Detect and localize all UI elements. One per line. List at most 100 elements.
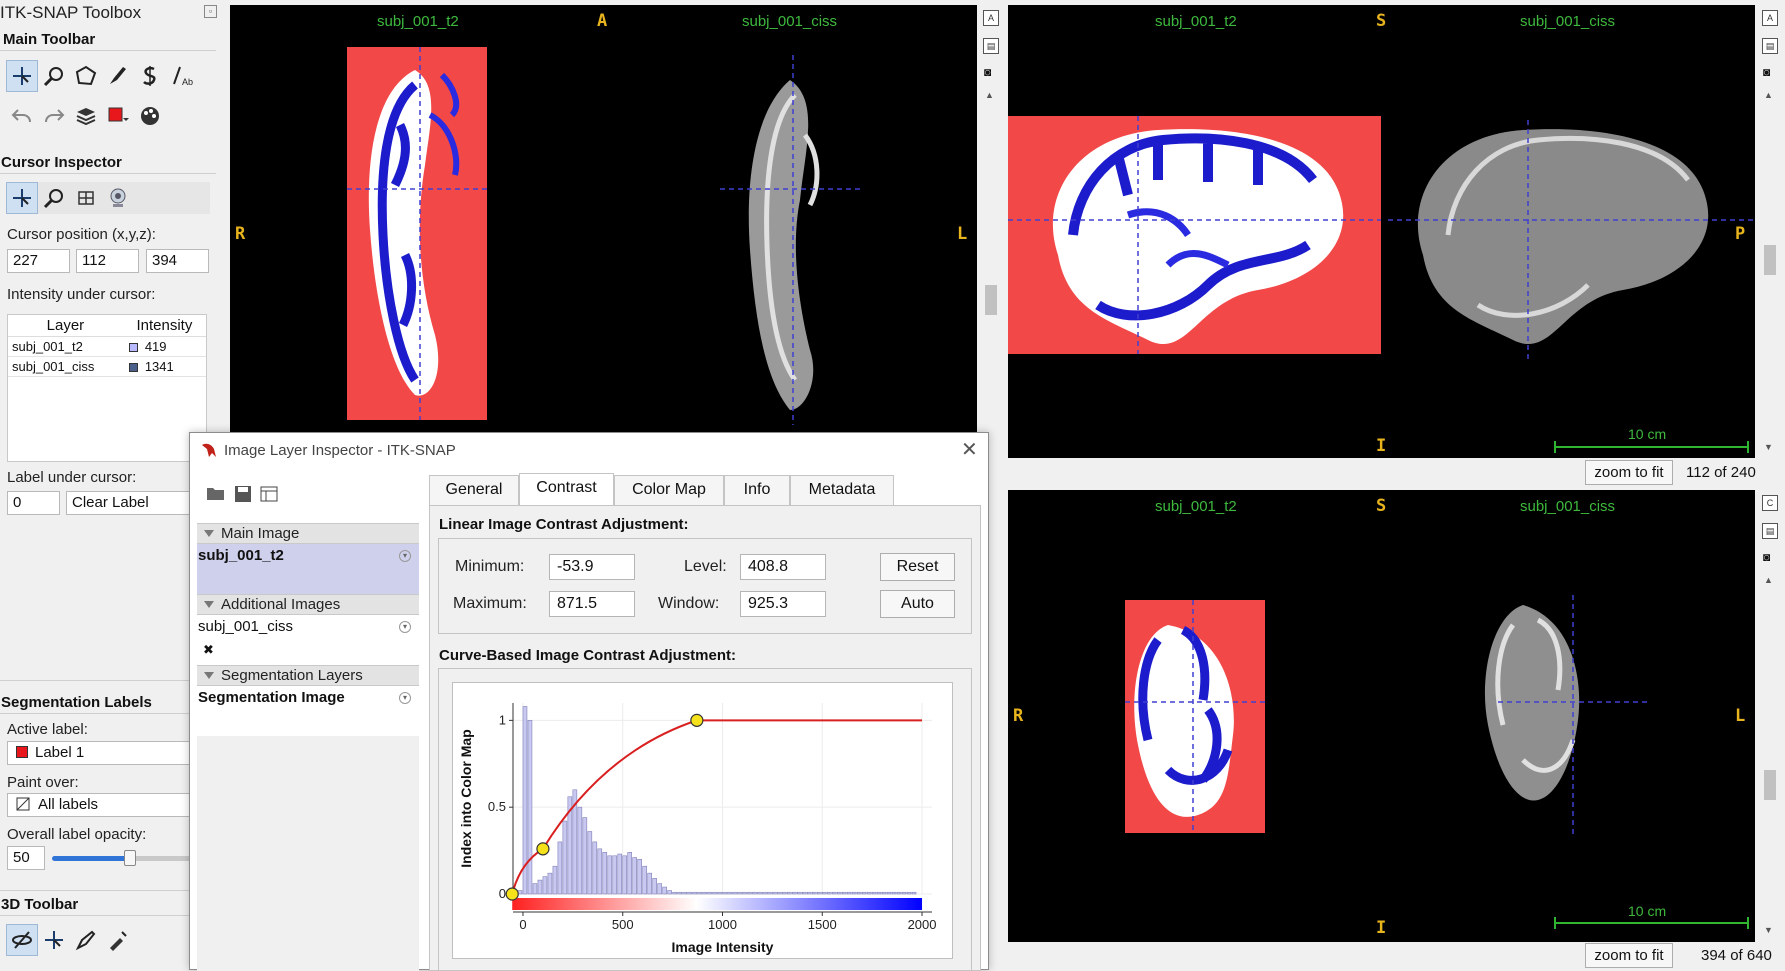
- contrast-curve-chart[interactable]: 0 500 1000 1500 2000 0 0.5 1 Image Intensity Inde…: [452, 682, 953, 959]
- annotation-icon[interactable]: Ab: [166, 60, 198, 92]
- additional-image-item[interactable]: subj_001_ciss ▾ ✖: [197, 615, 419, 665]
- axial-scroll-thumb[interactable]: [985, 285, 997, 315]
- layer-menu-icon[interactable]: ▾: [399, 621, 411, 633]
- layout-table-icon[interactable]: [260, 485, 278, 507]
- table-header: Layer Intensity: [8, 315, 206, 337]
- camera-icon[interactable]: ◙: [1763, 550, 1771, 564]
- grid-icon[interactable]: [70, 182, 102, 214]
- x-tick-label: 1500: [808, 917, 837, 932]
- label-id-field[interactable]: 0: [7, 491, 60, 515]
- cursor-x-field[interactable]: 227: [7, 249, 70, 273]
- tab-contrast[interactable]: Contrast: [519, 473, 614, 505]
- level-label: Level:: [684, 558, 727, 575]
- coronal-sidebar: C ▤ ◙ ▲ ▼: [1755, 490, 1785, 942]
- tab-color-map[interactable]: Color Map: [614, 475, 724, 505]
- scalpel-icon[interactable]: [70, 924, 102, 956]
- table-row[interactable]: subj_001_ciss 1341: [8, 357, 206, 377]
- coronal-viewer[interactable]: subj_001_t2 subj_001_ciss S I R L 10 cm: [1008, 490, 1755, 942]
- additional-image-name: subj_001_ciss: [198, 618, 294, 635]
- scroll-down-icon[interactable]: ▼: [1764, 925, 1773, 935]
- undock-icon[interactable]: ▫: [204, 5, 217, 18]
- cursor-position-label: Cursor position (x,y,z):: [7, 226, 156, 243]
- zoom-icon[interactable]: [38, 60, 70, 92]
- close-icon[interactable]: ✕: [961, 439, 978, 461]
- sagittal-top-orientation: S: [1376, 11, 1387, 31]
- segmentation-image-item[interactable]: Segmentation Image ▾: [197, 686, 419, 736]
- minimum-field[interactable]: -53.9: [549, 554, 635, 580]
- main-image-item[interactable]: subj_001_t2 ▾: [197, 544, 419, 594]
- segmentation-layers-group[interactable]: Segmentation Layers: [197, 665, 419, 686]
- axial-right-orientation: L: [957, 224, 968, 244]
- layout-icon[interactable]: A: [983, 10, 999, 26]
- crosshair-3d-icon[interactable]: [38, 924, 70, 956]
- sagittal-scroll-thumb[interactable]: [1764, 245, 1776, 275]
- table-row[interactable]: subj_001_t2 419: [8, 337, 206, 357]
- save-icon[interactable]: [234, 485, 252, 507]
- histogram-bar: [911, 891, 917, 895]
- histogram-bar: [871, 891, 877, 895]
- cursor-z-field[interactable]: 394: [146, 249, 209, 273]
- layout-icon[interactable]: A: [1762, 10, 1778, 26]
- crosshair-icon[interactable]: [6, 60, 38, 92]
- thumbnail-icon[interactable]: ▤: [983, 38, 999, 54]
- histogram-bar: [802, 891, 807, 895]
- thumbnail-icon[interactable]: ▤: [1762, 523, 1778, 539]
- palette-icon[interactable]: [134, 100, 166, 132]
- snake-icon[interactable]: [134, 60, 166, 92]
- webcam-icon[interactable]: [102, 182, 134, 214]
- histogram-bar: [787, 891, 792, 895]
- histogram-bar: [532, 883, 538, 895]
- layer-name: subj_001_t2: [12, 339, 83, 354]
- zoom-icon[interactable]: [38, 182, 70, 214]
- pin-icon[interactable]: ✖: [203, 642, 214, 657]
- thumbnail-icon[interactable]: ▤: [1762, 38, 1778, 54]
- auto-button[interactable]: Auto: [880, 590, 955, 618]
- maximum-field[interactable]: 871.5: [549, 591, 635, 617]
- sagittal-viewer[interactable]: subj_001_t2 subj_001_ciss S I A P 10 cm: [1008, 5, 1755, 458]
- coronal-slice-image: [1125, 595, 1749, 929]
- layers-icon[interactable]: [70, 100, 102, 132]
- sagittal-zoom-to-fit-button[interactable]: zoom to fit: [1585, 460, 1673, 485]
- main-tools-row: Ab: [6, 60, 198, 92]
- crosshair-icon[interactable]: [6, 182, 38, 214]
- spray-icon[interactable]: [102, 924, 134, 956]
- layer-menu-icon[interactable]: ▾: [399, 550, 411, 562]
- paint-over-combo[interactable]: All labels: [7, 793, 217, 817]
- tab-info[interactable]: Info: [724, 475, 790, 505]
- axial-right-layer-name: subj_001_ciss: [742, 13, 838, 30]
- rotate-icon[interactable]: [6, 924, 38, 956]
- scroll-up-icon[interactable]: ▲: [1764, 90, 1773, 100]
- coronal-zoom-to-fit-button[interactable]: zoom to fit: [1585, 943, 1673, 968]
- opacity-slider-track[interactable]: [132, 856, 212, 861]
- cursor-y-field[interactable]: 112: [76, 249, 139, 273]
- coronal-scroll-thumb[interactable]: [1764, 770, 1776, 800]
- level-field[interactable]: 408.8: [740, 554, 826, 580]
- scroll-up-icon[interactable]: ▲: [1764, 575, 1773, 585]
- opacity-field[interactable]: 50: [7, 846, 45, 870]
- paintbrush-icon[interactable]: [102, 60, 134, 92]
- axial-viewer[interactable]: subj_001_t2 subj_001_ciss A R L: [230, 5, 977, 460]
- opacity-slider-fill: [52, 856, 132, 861]
- opacity-slider-handle[interactable]: [124, 850, 136, 866]
- coronal-bottom-orientation: I: [1376, 918, 1387, 938]
- camera-icon[interactable]: ◙: [984, 65, 992, 79]
- additional-images-group[interactable]: Additional Images: [197, 594, 419, 615]
- reset-button[interactable]: Reset: [880, 553, 955, 581]
- window-field[interactable]: 925.3: [740, 591, 826, 617]
- camera-icon[interactable]: ◙: [1763, 65, 1771, 79]
- active-label-combo[interactable]: Label 1: [7, 741, 217, 765]
- histogram-bar: [782, 891, 787, 895]
- scroll-down-icon[interactable]: ▼: [1764, 442, 1773, 452]
- layout-icon[interactable]: C: [1762, 495, 1778, 511]
- redo-icon[interactable]: [38, 100, 70, 132]
- label-color-icon[interactable]: [102, 100, 134, 132]
- tab-general[interactable]: General: [429, 475, 519, 505]
- tab-metadata[interactable]: Metadata: [790, 475, 894, 505]
- undo-icon[interactable]: [6, 100, 38, 132]
- layer-menu-icon[interactable]: ▾: [399, 692, 411, 704]
- main-image-group[interactable]: Main Image: [197, 523, 419, 544]
- scroll-up-icon[interactable]: ▲: [985, 90, 994, 100]
- y-tick-label: 0: [499, 886, 506, 901]
- polygon-icon[interactable]: [70, 60, 102, 92]
- open-folder-icon[interactable]: [206, 485, 226, 505]
